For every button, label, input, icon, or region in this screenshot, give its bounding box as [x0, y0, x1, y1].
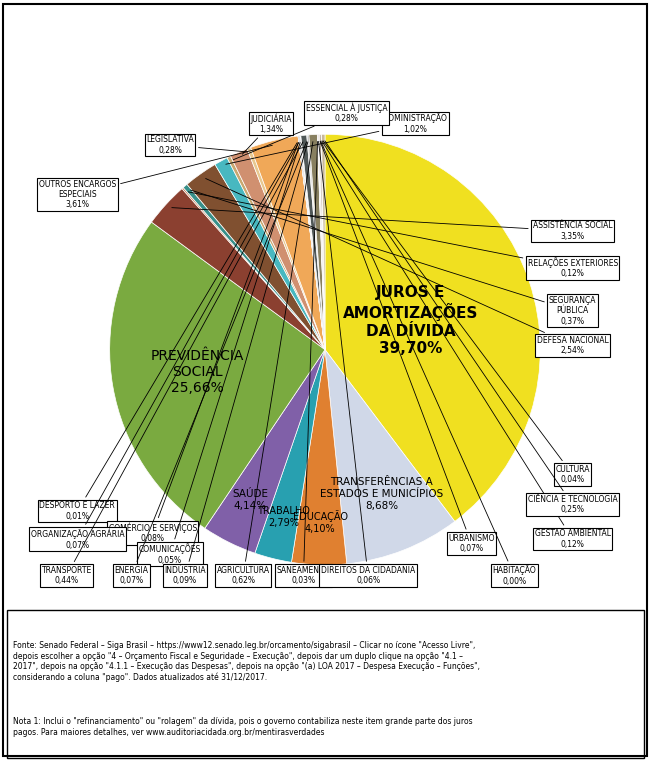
Text: DESPORTO E LAZER
0,01%: DESPORTO E LAZER 0,01% — [40, 143, 297, 521]
Wedge shape — [317, 135, 325, 350]
Text: INDÚSTRIA
0,09%: INDÚSTRIA 0,09% — [164, 142, 308, 585]
Text: OUTROS ENCARGOS
ESPECIAIS
3,61%: OUTROS ENCARGOS ESPECIAIS 3,61% — [39, 145, 272, 210]
Text: AGRICULTURA
0,62%: AGRICULTURA 0,62% — [216, 141, 313, 585]
Wedge shape — [307, 135, 325, 350]
Text: ADMINISTRAÇÃO
1,02%: ADMINISTRAÇÃO 1,02% — [226, 113, 447, 164]
Text: CULTURA
0,04%: CULTURA 0,04% — [323, 141, 590, 484]
Text: ENERGIA
0,07%: ENERGIA 0,07% — [114, 142, 307, 585]
Text: EXECUTADO (PAGO) EM 2017 = R$ 2,483 TRILHÕES: EXECUTADO (PAGO) EM 2017 = R$ 2,483 TRIL… — [86, 63, 564, 83]
Wedge shape — [182, 188, 325, 350]
Wedge shape — [298, 136, 325, 350]
FancyBboxPatch shape — [6, 610, 644, 758]
Wedge shape — [247, 147, 325, 350]
Text: SANEAMENTO
0,03%: SANEAMENTO 0,03% — [277, 141, 330, 585]
Wedge shape — [183, 185, 325, 350]
Text: ORÇAMENTO FEDERAL (FISCAL E SEGURIDADE SOCIAL): ORÇAMENTO FEDERAL (FISCAL E SEGURIDADE S… — [68, 23, 582, 41]
Text: Fonte: Senado Federal – Siga Brasil – https://www12.senado.leg.br/orcamento/siga: Fonte: Senado Federal – Siga Brasil – ht… — [13, 641, 480, 682]
Wedge shape — [110, 222, 325, 528]
Text: EDUCAÇÃO
4,10%: EDUCAÇÃO 4,10% — [292, 510, 348, 534]
Text: URBANISMO
0,07%: URBANISMO 0,07% — [320, 141, 495, 553]
Text: DEFESA NACIONAL
2,54%: DEFESA NACIONAL 2,54% — [205, 179, 608, 355]
Wedge shape — [322, 135, 325, 350]
Text: TRABALHO
2,79%: TRABALHO 2,79% — [257, 506, 310, 527]
Wedge shape — [251, 136, 325, 350]
Wedge shape — [231, 149, 325, 350]
Wedge shape — [321, 135, 325, 350]
Text: JUROS E
AMORTIZAÇÕES
DA DÍVIDA
39,70%: JUROS E AMORTIZAÇÕES DA DÍVIDA 39,70% — [343, 286, 478, 356]
Wedge shape — [318, 135, 325, 350]
Wedge shape — [325, 135, 540, 521]
Text: TRANSFERÊNCIAS A
ESTADOS E MUNICÍPIOS
8,68%: TRANSFERÊNCIAS A ESTADOS E MUNICÍPIOS 8,… — [320, 477, 443, 511]
Text: PREVIDÊNCIA
SOCIAL
25,66%: PREVIDÊNCIA SOCIAL 25,66% — [151, 349, 244, 395]
Text: COMÉRCIO E SERVIÇOS
0,08%: COMÉRCIO E SERVIÇOS 0,08% — [109, 143, 298, 543]
Text: RELAÇÕES EXTERIORES
0,12%: RELAÇÕES EXTERIORES 0,12% — [188, 192, 618, 278]
Text: SAÚDE
4,14%: SAÚDE 4,14% — [232, 489, 268, 511]
Text: JUDICIÁRIA
1,34%: JUDICIÁRIA 1,34% — [242, 113, 292, 154]
Text: ASSISTÊNCIA SOCIAL
3,35%: ASSISTÊNCIA SOCIAL 3,35% — [172, 207, 612, 241]
Text: Nota 1: Inclui o "refinanciamento" ou "rolagem" da dívida, pois o governo contab: Nota 1: Inclui o "refinanciamento" ou "r… — [13, 717, 473, 737]
Text: COMUNICAÇÕES
0,05%: COMUNICAÇÕES 0,05% — [139, 143, 300, 565]
Wedge shape — [255, 350, 325, 562]
Wedge shape — [215, 158, 325, 350]
Text: ORGANIZAÇÃO AGRÁRIA
0,07%: ORGANIZAÇÃO AGRÁRIA 0,07% — [31, 142, 299, 549]
Text: TRANSPORTE
0,44%: TRANSPORTE 0,44% — [42, 142, 303, 585]
Wedge shape — [301, 135, 325, 350]
Text: LEGISLATIVA
0,28%: LEGISLATIVA 0,28% — [146, 135, 248, 155]
Text: CIÊNCIA E TECNOLOGIA
0,25%: CIÊNCIA E TECNOLOGIA 0,25% — [325, 141, 618, 515]
Wedge shape — [291, 350, 346, 565]
Wedge shape — [187, 164, 325, 350]
Text: DIREITOS DA CIDADANIA
0,06%: DIREITOS DA CIDADANIA 0,06% — [318, 141, 415, 585]
Wedge shape — [205, 350, 325, 553]
Text: SEGURANÇA
PÚBLICA
0,37%: SEGURANÇA PÚBLICA 0,37% — [190, 190, 597, 326]
Text: GESTÃO AMBIENTAL
0,12%: GESTÃO AMBIENTAL 0,12% — [322, 141, 610, 549]
Text: HABITAÇÃO
0,00%: HABITAÇÃO 0,00% — [320, 141, 536, 586]
Wedge shape — [300, 135, 325, 350]
Wedge shape — [307, 135, 325, 350]
Wedge shape — [227, 156, 325, 350]
Wedge shape — [298, 136, 325, 350]
Wedge shape — [309, 135, 325, 350]
Wedge shape — [151, 188, 325, 350]
Wedge shape — [325, 350, 455, 564]
Wedge shape — [319, 135, 325, 350]
Wedge shape — [318, 135, 325, 350]
Text: ESSENCIAL À JUSTIÇA
0,28%: ESSENCIAL À JUSTIÇA 0,28% — [233, 103, 387, 160]
Wedge shape — [299, 136, 325, 350]
Wedge shape — [319, 135, 325, 350]
